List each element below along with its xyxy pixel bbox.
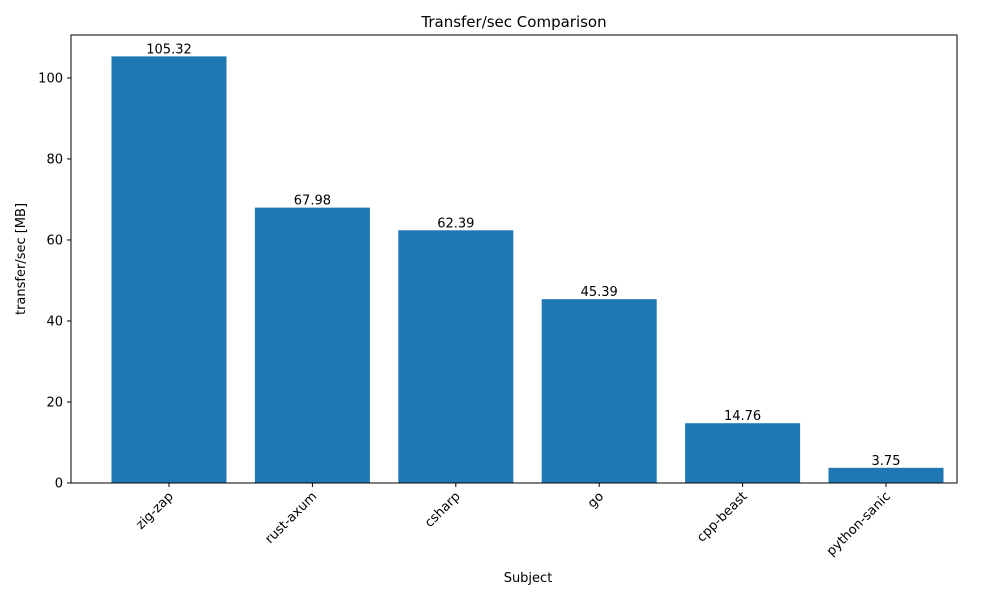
x-tick-label: python-sanic <box>824 489 894 559</box>
bar-rust-axum <box>254 207 370 483</box>
data-label: 67.98 <box>294 194 331 209</box>
bar-cpp-beast <box>685 423 801 483</box>
x-tick-label: cpp-beast <box>694 489 750 545</box>
x-tick-label: go <box>585 489 607 511</box>
x-tick-label: csharp <box>422 489 464 531</box>
bar-csharp <box>398 230 514 483</box>
x-tick-label: zig-zap <box>133 489 176 532</box>
bar-go <box>541 299 657 483</box>
data-label: 45.39 <box>581 285 618 300</box>
y-axis-label: transfer/sec [MB] <box>14 203 29 315</box>
x-axis-label: Subject <box>504 571 553 586</box>
data-label: 105.32 <box>146 42 192 57</box>
data-label: 14.76 <box>724 409 761 424</box>
x-tick-label: rust-axum <box>262 489 320 547</box>
bar-zig-zap <box>111 56 227 484</box>
y-tick-label: 80 <box>46 152 63 167</box>
y-tick-label: 20 <box>46 395 63 410</box>
data-label: 3.75 <box>872 454 901 469</box>
data-label: 62.39 <box>437 216 474 231</box>
y-tick-label: 100 <box>38 71 63 86</box>
y-tick-label: 40 <box>46 314 63 329</box>
y-tick-label: 0 <box>55 477 63 492</box>
chart-title: Transfer/sec Comparison <box>420 13 606 31</box>
plot-frame <box>70 34 958 484</box>
bar-python-sanic <box>828 467 944 483</box>
y-tick-label: 60 <box>46 233 63 248</box>
